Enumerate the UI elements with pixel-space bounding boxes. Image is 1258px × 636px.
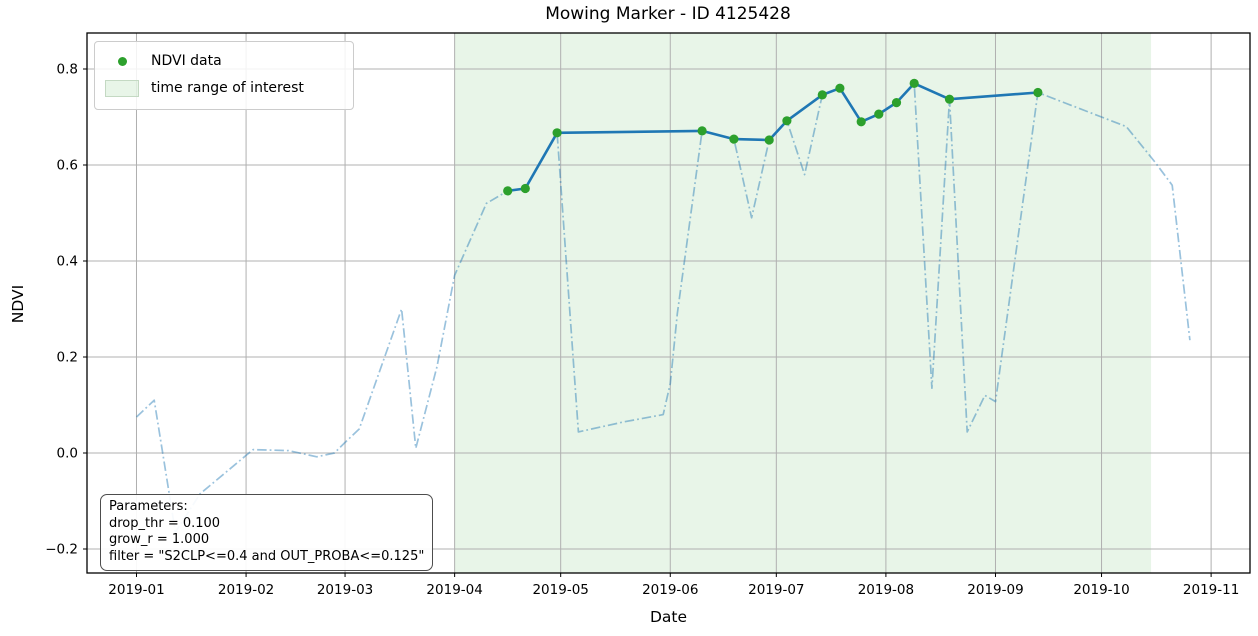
legend: NDVI data time range of interest	[94, 41, 354, 110]
ndvi-data-points	[503, 78, 1043, 196]
time-range-shading	[454, 33, 1152, 573]
x-tick-label: 2019-07	[748, 582, 804, 598]
parameters-title: Parameters:	[109, 499, 188, 514]
ndvi-data-point	[856, 117, 866, 127]
plot-border	[86, 32, 1251, 574]
ndvi-data-point	[729, 134, 739, 144]
parameter-filter: filter = "S2CLP<=0.4 and OUT_PROBA<=0.12…	[109, 548, 425, 564]
time-range-swatch-icon	[105, 80, 139, 97]
raw-ndvi-line	[135, 82, 1191, 534]
ndvi-data-point	[697, 126, 707, 136]
y-tick-label: 0.8	[57, 62, 78, 78]
x-ticks: 2019-01 2019-02 2019-03 2019-04 2019-05 2019-…	[108, 573, 1239, 598]
ndvi-data-point	[909, 78, 919, 88]
x-tick-label: 2019-11	[1183, 582, 1239, 598]
x-tick-label: 2019-03	[317, 582, 373, 598]
ndvi-data-point	[552, 128, 562, 138]
parameters-box: Parameters: drop_thr = 0.100 grow_r = 1.…	[100, 494, 434, 571]
legend-item-time-range: time range of interest	[105, 75, 343, 102]
legend-label-range: time range of interest	[151, 80, 304, 96]
ndvi-data-point	[503, 186, 513, 196]
x-tick-label: 2019-02	[218, 582, 274, 598]
x-tick-label: 2019-06	[642, 582, 698, 598]
ndvi-data-point	[782, 116, 792, 126]
y-axis-label: NDVI	[9, 284, 27, 324]
y-tick-label: 0.0	[57, 446, 78, 462]
ndvi-data-point	[835, 83, 845, 93]
x-tick-label: 2019-10	[1073, 582, 1129, 598]
parameter-grow-r: grow_r = 1.000	[109, 532, 210, 547]
x-tick-label: 2019-05	[532, 582, 588, 598]
y-ticks: −0.2 0.0 0.2 0.4 0.6 0.8	[45, 62, 87, 558]
ndvi-data-point	[944, 94, 955, 104]
x-tick-label: 2019-09	[967, 582, 1023, 598]
legend-label-ndvi: NDVI data	[151, 53, 222, 69]
ndvi-data-point	[520, 183, 530, 194]
y-tick-label: −0.2	[45, 542, 78, 558]
chart-title-text: Mowing Marker - ID 4125428	[545, 4, 791, 24]
x-tick-label: 2019-08	[858, 582, 914, 598]
ndvi-data-point	[891, 98, 902, 108]
ndvi-data-point	[764, 135, 774, 145]
legend-item-ndvi-data: NDVI data	[105, 48, 343, 75]
x-tick-label: 2019-04	[426, 582, 482, 598]
ndvi-data-marker-icon	[117, 57, 127, 66]
legend-symbol-cell	[105, 57, 139, 66]
x-tick-label: 2019-01	[108, 582, 164, 598]
ndvi-data-point	[874, 109, 884, 119]
y-tick-label: 0.6	[57, 158, 78, 174]
ndvi-data-point	[1033, 87, 1043, 98]
gridlines	[87, 33, 1250, 573]
ndvi-data-point	[817, 90, 827, 100]
chart-title: Mowing Marker - ID 4125428	[0, 4, 1258, 24]
y-tick-label: 0.4	[57, 254, 78, 270]
y-tick-label: 0.2	[57, 350, 78, 366]
x-axis-label: Date	[649, 608, 688, 626]
parameter-drop-thr: drop_thr = 0.100	[109, 515, 221, 531]
legend-symbol-cell	[105, 80, 139, 97]
